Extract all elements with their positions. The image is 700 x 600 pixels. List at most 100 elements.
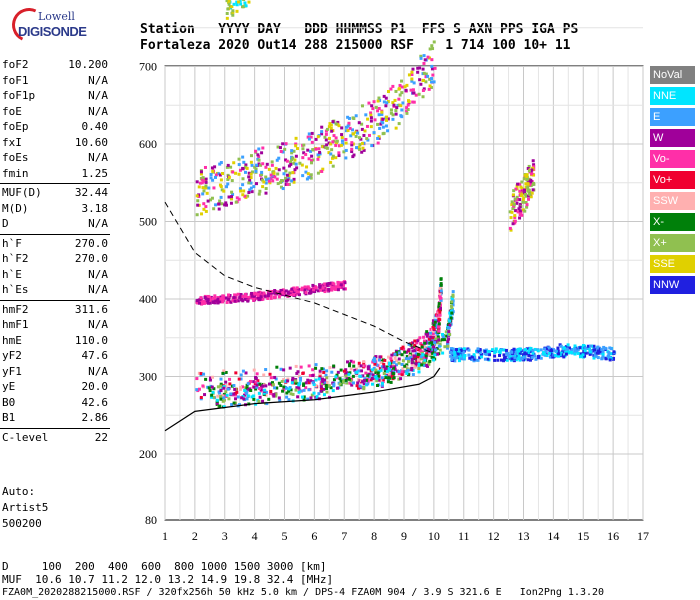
echo-point xyxy=(416,339,420,343)
echo-point xyxy=(309,396,313,400)
echo-point xyxy=(317,377,321,381)
x-tick-label: 3 xyxy=(222,529,228,543)
echo-point xyxy=(357,145,361,149)
echo-point xyxy=(337,281,341,285)
param-label: B1 xyxy=(2,411,16,424)
echo-point xyxy=(201,177,205,181)
echo-point xyxy=(418,78,422,82)
echo-point xyxy=(420,363,424,367)
param-row: yF1 N/A xyxy=(2,365,108,381)
echo-point xyxy=(363,129,367,133)
echo-point xyxy=(438,286,442,290)
echo-point xyxy=(430,77,434,81)
echo-point xyxy=(219,389,223,393)
echo-point xyxy=(220,188,224,192)
echo-point xyxy=(241,193,245,197)
echo-point xyxy=(533,354,537,358)
echo-point xyxy=(297,386,301,390)
param-label: M(D) xyxy=(2,201,29,215)
echo-point xyxy=(586,344,590,348)
echo-point xyxy=(252,185,256,189)
echo-point xyxy=(400,91,404,95)
echo-point xyxy=(338,377,342,381)
echo-point xyxy=(206,301,210,305)
echo-point xyxy=(570,351,574,355)
echo-point xyxy=(532,182,536,186)
param-value: 32.44 xyxy=(74,186,108,199)
echo-point xyxy=(381,121,385,125)
echo-point xyxy=(405,355,409,359)
echo-point xyxy=(450,306,454,310)
echo-point xyxy=(546,347,550,351)
echo-point xyxy=(358,147,362,151)
echo-point xyxy=(319,288,323,292)
echo-point xyxy=(301,147,305,151)
echo-point xyxy=(374,357,378,361)
echo-point xyxy=(400,372,404,376)
echo-point xyxy=(588,347,592,351)
echo-point xyxy=(228,294,232,298)
echo-point xyxy=(256,379,260,383)
echo-point xyxy=(374,375,378,379)
echo-point xyxy=(261,162,265,166)
echo-point xyxy=(352,360,356,364)
separator xyxy=(0,427,110,429)
echo-point xyxy=(314,137,318,141)
echo-point xyxy=(257,158,261,162)
echo-point xyxy=(448,319,452,323)
echo-point xyxy=(410,361,414,365)
echo-point xyxy=(411,67,415,71)
echo-point xyxy=(502,353,506,357)
echo-point xyxy=(393,367,397,371)
echo-point xyxy=(227,195,231,199)
echo-point xyxy=(204,177,208,181)
echo-point xyxy=(285,386,289,390)
echo-point xyxy=(221,371,225,375)
echo-point xyxy=(350,150,354,154)
echo-point xyxy=(499,358,503,362)
echo-point xyxy=(213,175,217,179)
echo-point xyxy=(219,377,223,381)
echo-point xyxy=(456,352,460,356)
echo-point xyxy=(222,396,226,400)
echo-point xyxy=(237,172,241,176)
echo-point xyxy=(401,101,405,105)
echo-point xyxy=(459,349,463,353)
echo-point xyxy=(355,370,359,374)
echo-point xyxy=(337,144,341,148)
echo-point xyxy=(438,342,442,346)
echo-point xyxy=(395,351,399,355)
echo-point xyxy=(267,382,271,386)
echo-point xyxy=(250,291,254,295)
echo-point xyxy=(337,124,341,128)
echo-point xyxy=(397,103,401,107)
echo-point xyxy=(421,95,425,99)
echo-point xyxy=(527,194,531,198)
echo-point xyxy=(315,397,319,401)
echo-point xyxy=(211,169,215,173)
echo-point xyxy=(244,163,248,167)
echo-point xyxy=(542,351,546,355)
echo-point xyxy=(329,160,333,164)
echo-point xyxy=(350,383,354,387)
echo-point xyxy=(266,296,270,300)
echo-point xyxy=(357,361,361,365)
echo-point xyxy=(231,298,235,302)
echo-point xyxy=(440,338,444,342)
echo-point xyxy=(453,354,457,358)
echo-point xyxy=(438,318,442,322)
echo-point xyxy=(419,357,423,361)
echo-point xyxy=(445,334,449,338)
echo-point xyxy=(406,368,410,372)
echo-point xyxy=(336,288,340,292)
echo-point xyxy=(509,216,513,220)
echo-point xyxy=(275,386,279,390)
echo-point xyxy=(573,347,577,351)
echo-point xyxy=(336,120,340,124)
echo-point xyxy=(366,367,370,371)
echo-point xyxy=(248,295,252,299)
echo-point xyxy=(381,117,385,121)
echo-point xyxy=(343,281,347,285)
echo-point xyxy=(320,132,324,136)
echo-point xyxy=(307,137,311,141)
